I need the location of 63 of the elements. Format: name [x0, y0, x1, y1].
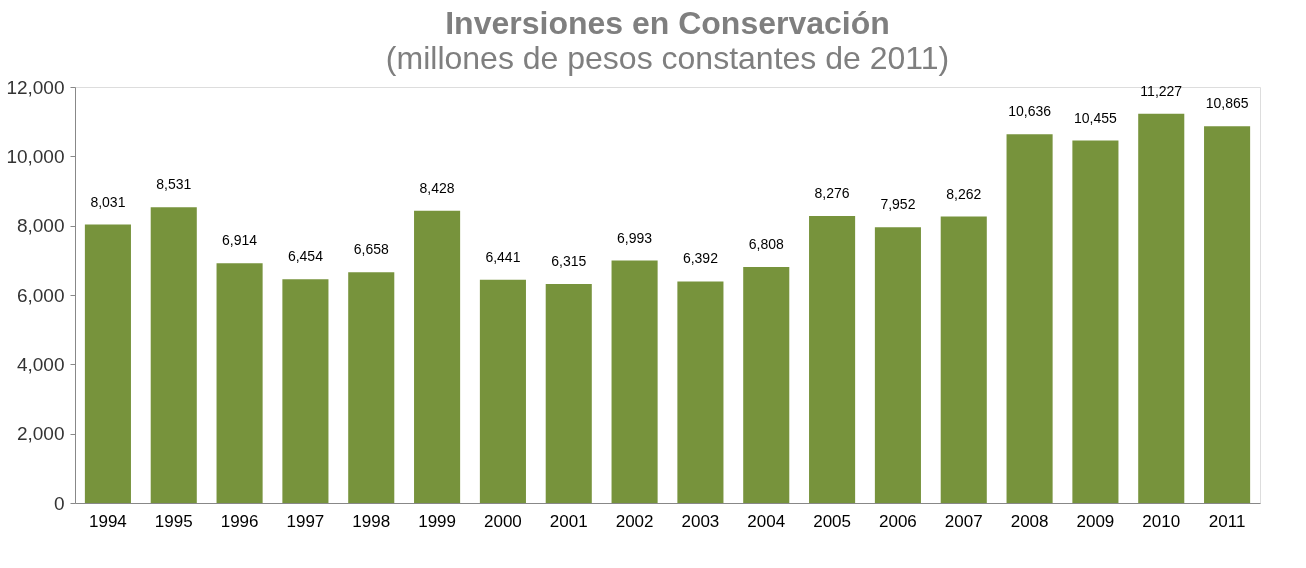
x-tick-label: 2007 — [944, 511, 983, 531]
data-label: 8,262 — [946, 185, 982, 202]
data-label: 6,454 — [287, 248, 324, 265]
x-tick-label: 2008 — [1010, 511, 1049, 531]
data-label: 6,993 — [617, 229, 653, 246]
x-tick-label: 2003 — [681, 511, 720, 531]
bar — [479, 279, 526, 503]
bar — [150, 207, 197, 503]
data-label: 6,658 — [353, 241, 389, 258]
data-label: 6,441 — [485, 248, 521, 265]
bar — [1006, 134, 1053, 503]
bar — [809, 216, 856, 503]
data-label: 8,031 — [90, 193, 126, 210]
bar — [84, 224, 131, 503]
x-tick-label: 1998 — [352, 511, 391, 531]
data-label: 10,865 — [1205, 95, 1249, 112]
y-tick-label: 4,000 — [16, 353, 65, 375]
chart-title: Inversiones en Conservación — [445, 5, 890, 41]
bar — [216, 263, 263, 503]
x-tick-label: 1995 — [154, 511, 193, 531]
bar — [677, 281, 724, 503]
x-tick-label: 1994 — [89, 511, 127, 531]
bar — [1204, 126, 1251, 503]
x-tick-label: 2011 — [1208, 511, 1246, 531]
data-label: 6,392 — [682, 250, 719, 267]
x-tick-label: 2000 — [484, 511, 522, 531]
y-tick-label: 0 — [53, 492, 65, 514]
x-tick-label: 2001 — [549, 511, 588, 531]
bar — [282, 279, 329, 503]
bar — [414, 210, 461, 503]
x-tick-label: 2006 — [879, 511, 917, 531]
data-label: 6,808 — [748, 235, 784, 252]
x-tick-label: 2005 — [813, 511, 851, 531]
y-tick-label: 6,000 — [16, 284, 65, 306]
x-tick-label: 1996 — [220, 511, 259, 531]
bar — [874, 227, 921, 503]
bar — [743, 266, 790, 503]
y-tick-label: 10,000 — [6, 145, 65, 167]
bar — [611, 260, 658, 503]
y-tick-label: 12,000 — [6, 76, 65, 98]
data-label: 11,227 — [1140, 82, 1183, 99]
data-label: 8,428 — [419, 179, 455, 196]
data-label: 7,952 — [880, 196, 916, 213]
data-label: 8,276 — [814, 185, 850, 202]
x-tick-label: 1999 — [418, 511, 456, 531]
data-label: 8,531 — [156, 176, 192, 193]
x-tick-label: 1997 — [286, 511, 325, 531]
y-tick-label: 2,000 — [16, 423, 65, 445]
x-tick-label: 2002 — [615, 511, 654, 531]
x-tick-label: 2010 — [1142, 511, 1181, 531]
y-tick-label: 8,000 — [16, 215, 65, 237]
bar — [1138, 113, 1185, 503]
data-label: 10,636 — [1008, 103, 1052, 120]
bar — [1072, 140, 1119, 503]
chart-subtitle: (millones de pesos constantes de 2011) — [385, 40, 950, 76]
data-label: 6,914 — [222, 232, 258, 249]
x-tick-label: 2009 — [1076, 511, 1115, 531]
data-label: 6,315 — [551, 253, 587, 270]
bar — [348, 272, 395, 503]
x-tick-label: 2004 — [747, 511, 786, 531]
bar — [940, 216, 987, 503]
bar — [545, 284, 592, 503]
data-label: 10,455 — [1074, 109, 1118, 126]
